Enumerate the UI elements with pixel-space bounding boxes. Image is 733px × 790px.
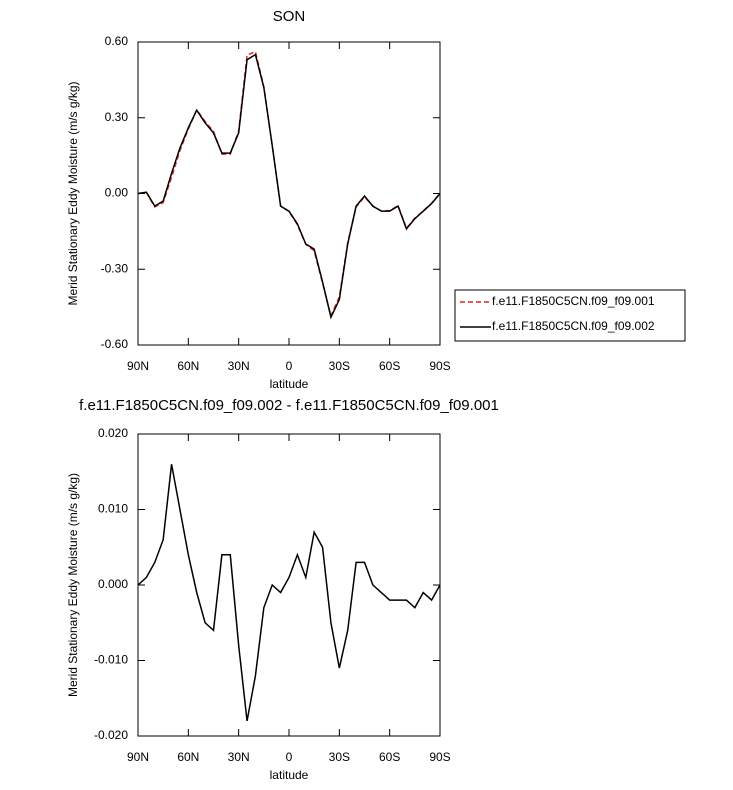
y-axis-label: Merid Stationary Eddy Moisture (m/s g/kg… — [66, 473, 80, 697]
legend-label: f.e11.F1850C5CN.f09_f09.002 — [492, 319, 655, 333]
x-axis-label: latitude — [270, 768, 309, 782]
y-tick-label: 0.010 — [98, 502, 128, 516]
chart-title: f.e11.F1850C5CN.f09_f09.002 - f.e11.F185… — [79, 397, 499, 414]
data-line — [137, 464, 441, 722]
legend-label: f.e11.F1850C5CN.f09_f09.001 — [492, 294, 655, 308]
legend-box — [454, 289, 686, 342]
x-tick-label: 30S — [329, 750, 350, 764]
x-tick-label: 60S — [379, 359, 400, 373]
x-tick-label: 60N — [177, 359, 199, 373]
x-tick-label: 90S — [429, 359, 450, 373]
x-tick-label: 0 — [286, 359, 293, 373]
plot-frame — [137, 41, 441, 346]
y-tick-label: -0.020 — [94, 728, 128, 742]
y-axis-label: Merid Stationary Eddy Moisture (m/s g/kg… — [66, 81, 80, 305]
x-tick-label: 60S — [379, 750, 400, 764]
data-line — [137, 50, 441, 319]
x-tick-label: 0 — [286, 750, 293, 764]
x-tick-label: 30S — [329, 359, 350, 373]
y-tick-label: 0.000 — [98, 577, 128, 591]
y-tick-label: -0.30 — [101, 261, 129, 275]
x-tick-label: 30N — [228, 750, 250, 764]
plot-frame — [137, 433, 441, 737]
y-tick-label: 0.30 — [105, 110, 129, 124]
y-tick-label: 0.60 — [105, 34, 129, 48]
y-tick-label: 0.00 — [105, 186, 129, 200]
x-tick-label: 90N — [127, 359, 149, 373]
x-axis-label: latitude — [270, 377, 309, 391]
x-tick-label: 90N — [127, 750, 149, 764]
y-tick-label: -0.010 — [94, 653, 128, 667]
y-tick-label: 0.020 — [98, 426, 128, 440]
chart-title: SON — [273, 8, 306, 25]
x-tick-label: 30N — [228, 359, 250, 373]
data-line — [137, 53, 441, 320]
x-tick-label: 60N — [177, 750, 199, 764]
y-tick-label: -0.60 — [101, 337, 129, 351]
x-tick-label: 90S — [429, 750, 450, 764]
